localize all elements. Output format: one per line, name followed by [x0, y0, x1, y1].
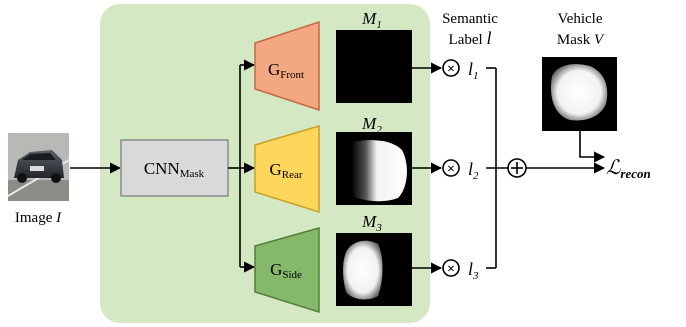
mask-image-2 [336, 132, 412, 205]
svg-text:×: × [447, 162, 455, 177]
semantic-label-subtitle: Label l [449, 28, 492, 48]
mask-label-3: M3 [361, 212, 382, 234]
multiply-op-1: × [442, 59, 460, 77]
weight-label-1: l1 [468, 59, 479, 82]
vehicle-mask-subtitle: Mask V [557, 32, 605, 48]
vehicle-mask-image [542, 57, 617, 131]
mask-image-3 [336, 233, 412, 306]
vehicle-mask-title: Vehicle [558, 11, 603, 27]
mask-label-2: M2 [361, 114, 382, 136]
multiply-op-2: × [442, 159, 460, 177]
weight-label-2: l2 [468, 159, 479, 182]
svg-text:×: × [447, 262, 455, 277]
svg-text:×: × [447, 62, 455, 77]
encoder-label: CNNMask [144, 159, 205, 180]
mask-image-1 [336, 30, 412, 103]
generator-side: GSide [254, 227, 320, 314]
semantic-label-title: Semantic [442, 11, 498, 27]
sum-operator [507, 158, 527, 178]
generator-front: GFront [254, 20, 320, 112]
mask-label-1: M1 [361, 9, 382, 31]
weight-label-3: l3 [468, 259, 479, 282]
loss-label: ℒrecon [606, 157, 651, 181]
svg-text:GFront: GFront [268, 60, 304, 81]
svg-text:GRear: GRear [269, 160, 302, 181]
input-label: Image I [15, 210, 62, 226]
input-image [7, 133, 70, 201]
encoder-box [120, 139, 229, 197]
multiply-op-3: × [442, 259, 460, 277]
generator-rear: GRear [254, 124, 320, 214]
arrow-vehicle-loss [579, 131, 606, 163]
svg-text:GSide: GSide [270, 260, 302, 281]
